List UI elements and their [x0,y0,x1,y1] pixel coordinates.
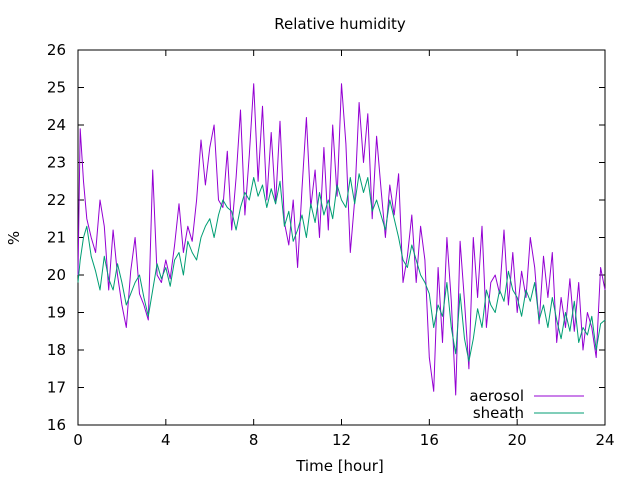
series-line-sheath [77,173,606,362]
tick-marks [77,49,606,426]
y-tick-label: 19 [47,304,66,322]
x-tick-label: 24 [595,431,614,449]
x-tick-label: 8 [249,431,259,449]
y-tick-label: 21 [47,229,66,247]
y-tick-label: 18 [47,341,66,359]
y-tick-label: 22 [47,191,66,209]
y-axis-label: % [5,231,23,245]
series-lines [77,83,606,396]
legend-label-sheath: sheath [473,404,524,422]
chart-title: Relative humidity [274,15,406,33]
legend-label-aerosol: aerosol [469,387,524,405]
x-tick-label: 0 [73,431,83,449]
y-tick-label: 24 [47,116,66,134]
x-tick-label: 12 [332,431,351,449]
y-tick-label: 26 [47,41,66,59]
x-tick-label: 16 [420,431,439,449]
plot-frame [77,49,606,426]
y-tick-label: 25 [47,79,66,97]
x-axis-label: Time [hour] [295,457,384,475]
y-tick-label: 20 [47,266,66,284]
series-line-aerosol [77,83,606,396]
tick-labels: 0 4 8 12 16 20 24 16 17 18 19 20 21 22 23 24 25 26 [47,41,615,449]
y-tick-label: 16 [47,416,66,434]
x-tick-label: 20 [508,431,527,449]
y-tick-label: 17 [47,379,66,397]
x-tick-label: 4 [161,431,171,449]
y-tick-label: 23 [47,154,66,172]
